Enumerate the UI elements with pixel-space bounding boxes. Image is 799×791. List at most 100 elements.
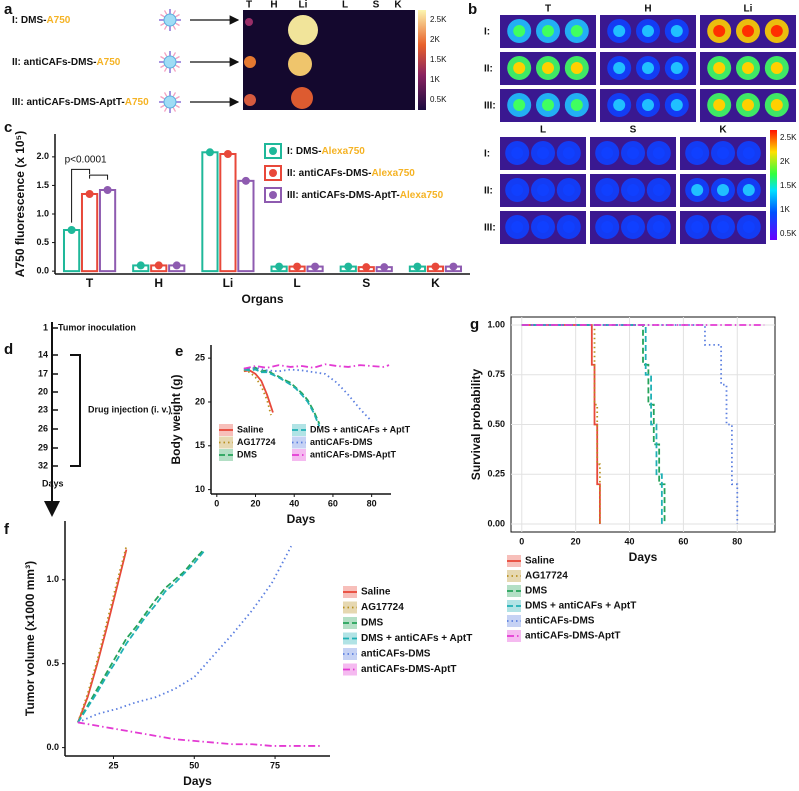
nanoparticle-spike	[163, 52, 168, 58]
x-tick-label: 20	[571, 536, 581, 546]
nanoparticle-spike	[160, 64, 166, 69]
nanoparticle-spike	[174, 104, 180, 109]
organ-signal	[691, 221, 704, 233]
x-tick-label: 80	[732, 536, 742, 546]
y-tick-label: 0.00	[487, 518, 505, 528]
bar-dot	[413, 262, 422, 271]
organ-signal	[542, 62, 554, 74]
day-label: 26	[38, 423, 48, 433]
organ-label: S	[630, 125, 637, 136]
nanoparticle-spike	[160, 95, 166, 100]
organ-signal	[770, 62, 783, 74]
series-line	[77, 721, 321, 747]
colorbar-label: 1.5K	[780, 181, 797, 190]
x-axis-label: Days	[629, 550, 658, 564]
series-line	[77, 548, 205, 723]
colorbar-label: 2K	[430, 35, 440, 44]
row-label: II:	[484, 64, 493, 75]
organ-signal	[642, 25, 654, 37]
organ-signal	[244, 94, 256, 106]
x-tick-label: 75	[270, 760, 280, 770]
organ-signal	[642, 62, 654, 74]
legend-key	[292, 424, 306, 436]
colorbar-label: 0.5K	[780, 229, 797, 238]
organ-signal	[627, 221, 639, 233]
organ-signal	[601, 184, 614, 196]
legend-key	[507, 570, 521, 582]
organ-signal	[570, 25, 583, 37]
y-tick-label: 0.25	[487, 469, 505, 479]
nanoparticle-spike	[160, 55, 166, 60]
organ-signal	[742, 25, 754, 37]
bar-dot	[311, 262, 320, 271]
group-label: I: DMS-A750	[12, 15, 71, 26]
day-label: 29	[38, 442, 48, 452]
nanoparticle-spike	[163, 66, 168, 72]
colorbar-label: 2.5K	[780, 133, 797, 142]
organ-signal	[670, 99, 683, 111]
organ-signal	[691, 184, 704, 196]
row-label: III:	[484, 223, 496, 234]
organ-signal	[691, 147, 704, 159]
nanoparticle-spike	[163, 106, 168, 112]
nanoparticle	[163, 13, 177, 27]
axis-label: Days	[42, 478, 64, 488]
legend-label: antiCAFs-DMS	[310, 437, 373, 447]
y-axis-label: A750 fluorescence (x 10⁵)	[13, 131, 27, 277]
y-tick-label: 0.0	[36, 266, 49, 276]
day-label: 1	[43, 322, 48, 332]
series-line	[243, 366, 373, 422]
legend-key	[343, 632, 357, 645]
x-tick-label: 0	[214, 498, 219, 508]
bar	[80, 193, 99, 273]
colorbar-label: 2K	[780, 157, 790, 166]
nanoparticle-spike	[172, 24, 177, 30]
legend-label: DMS + antiCAFs + AptT	[361, 633, 472, 644]
series-line	[521, 324, 601, 525]
organ-signal	[652, 221, 665, 233]
legend-label: Saline	[237, 424, 264, 434]
bar-dot	[344, 262, 353, 271]
nanoparticle-spike	[160, 22, 166, 27]
x-tick-label: 60	[328, 498, 338, 508]
panel-label: e	[175, 343, 183, 360]
nanoparticle-spike	[163, 92, 168, 98]
colorbar-label: 1K	[780, 205, 790, 214]
x-tick-label: H	[154, 276, 163, 290]
x-axis-label: Days	[287, 512, 316, 526]
nanoparticle-spike	[174, 55, 180, 60]
panel-label: g	[470, 316, 479, 333]
series-line	[77, 549, 128, 723]
panel-label: d	[4, 341, 13, 358]
series-line	[243, 369, 272, 416]
series-line	[521, 324, 663, 525]
x-tick-label: K	[431, 276, 440, 290]
significance-bracket	[89, 174, 109, 180]
organ-signal	[713, 62, 726, 74]
x-tick-label: 60	[678, 536, 688, 546]
x-tick-label: L	[293, 276, 300, 290]
legend-label: antiCAFs-DMS-AptT	[525, 631, 621, 642]
bar-dot	[241, 176, 250, 185]
y-tick-label: 0.75	[487, 369, 505, 379]
legend-key	[269, 191, 277, 199]
bar-dot	[154, 261, 163, 270]
legend-label: DMS	[361, 618, 384, 629]
legend-label: antiCAFs-DMS-AptT	[310, 449, 396, 459]
organ-signal	[570, 99, 583, 111]
x-tick-label: T	[86, 276, 94, 290]
organ-signal	[652, 147, 665, 159]
organ-signal	[562, 147, 575, 159]
nanoparticle-spike	[174, 64, 180, 69]
nanoparticle-spike	[160, 13, 166, 18]
organ-label: H	[270, 0, 277, 11]
panel-label: f	[4, 521, 10, 538]
nanoparticle-spike	[172, 92, 177, 98]
organ-label: Li	[299, 0, 308, 11]
organ-label: Li	[744, 4, 753, 15]
series-line	[243, 366, 321, 425]
organ-signal	[245, 18, 253, 26]
bar-dot	[380, 263, 389, 272]
bar	[98, 189, 117, 273]
organ-signal	[601, 221, 614, 233]
